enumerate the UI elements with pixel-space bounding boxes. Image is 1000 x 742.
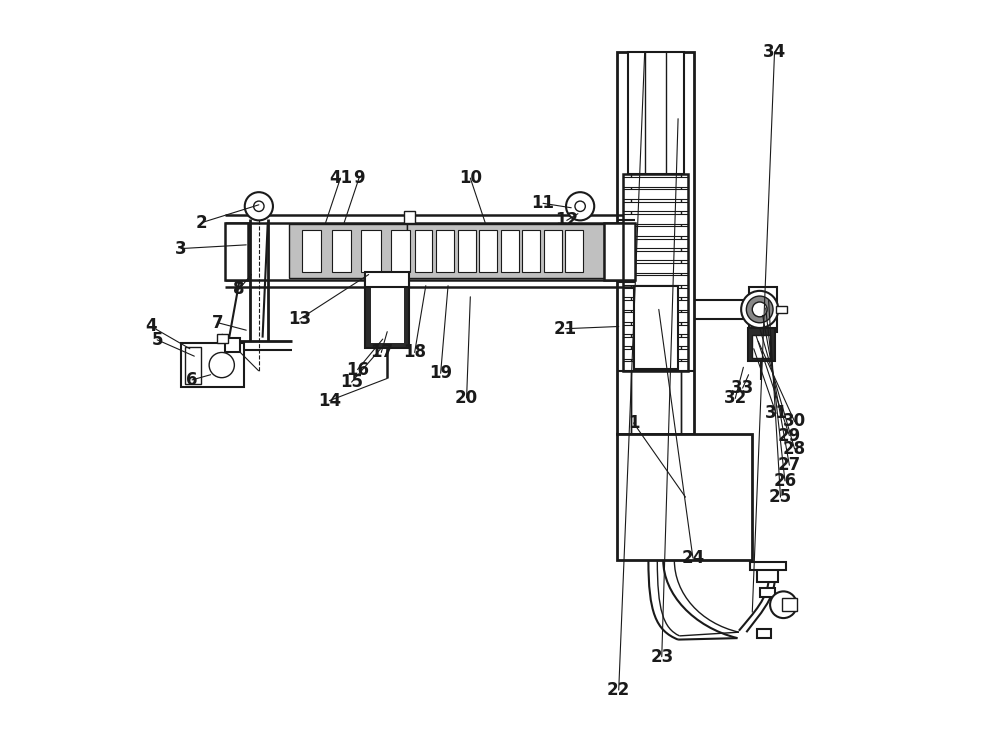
Text: 3: 3 bbox=[175, 240, 187, 257]
Bar bbox=[623, 324, 688, 334]
Bar bbox=[332, 230, 351, 272]
Bar bbox=[617, 52, 694, 434]
Bar bbox=[217, 334, 228, 343]
Text: 1: 1 bbox=[628, 414, 639, 432]
Bar bbox=[757, 629, 771, 638]
Text: 30: 30 bbox=[783, 413, 806, 430]
Bar bbox=[365, 280, 409, 348]
Text: 22: 22 bbox=[607, 681, 630, 699]
Text: 12: 12 bbox=[555, 211, 578, 229]
Bar bbox=[752, 335, 770, 358]
Circle shape bbox=[770, 591, 797, 618]
Circle shape bbox=[254, 201, 264, 211]
Bar bbox=[371, 280, 404, 343]
Bar bbox=[604, 223, 635, 280]
Text: 33: 33 bbox=[731, 379, 754, 397]
Bar bbox=[623, 189, 688, 199]
Bar bbox=[748, 328, 775, 361]
Bar bbox=[522, 230, 540, 272]
Text: 13: 13 bbox=[288, 310, 311, 328]
Text: 6: 6 bbox=[186, 371, 198, 389]
Text: 19: 19 bbox=[429, 364, 452, 382]
Text: 8: 8 bbox=[233, 280, 245, 298]
Circle shape bbox=[245, 192, 273, 220]
Bar bbox=[365, 272, 409, 287]
Text: 23: 23 bbox=[650, 648, 673, 666]
Bar bbox=[407, 224, 604, 278]
Text: 17: 17 bbox=[370, 344, 393, 361]
Bar bbox=[415, 230, 432, 272]
Text: 4: 4 bbox=[145, 318, 157, 335]
Text: 16: 16 bbox=[346, 361, 369, 378]
Text: 34: 34 bbox=[763, 43, 786, 61]
Bar bbox=[760, 588, 775, 597]
Bar bbox=[565, 230, 583, 272]
Text: 5: 5 bbox=[151, 331, 163, 349]
Bar bbox=[623, 177, 688, 187]
Bar bbox=[391, 230, 410, 272]
Bar bbox=[289, 224, 407, 278]
Bar bbox=[185, 347, 201, 384]
Bar bbox=[302, 230, 321, 272]
Bar bbox=[623, 275, 688, 285]
Text: 7: 7 bbox=[212, 314, 224, 332]
Bar bbox=[623, 174, 688, 371]
Bar bbox=[361, 230, 381, 272]
Text: 9: 9 bbox=[353, 169, 365, 187]
Text: 20: 20 bbox=[455, 389, 478, 407]
Bar bbox=[628, 52, 684, 174]
Text: 31: 31 bbox=[764, 404, 788, 422]
Text: 29: 29 bbox=[778, 427, 801, 444]
Bar bbox=[623, 361, 688, 371]
Bar bbox=[623, 337, 688, 347]
Circle shape bbox=[566, 192, 594, 220]
Bar bbox=[623, 288, 688, 298]
Text: 41: 41 bbox=[329, 169, 352, 187]
Bar bbox=[623, 202, 688, 211]
Text: 28: 28 bbox=[783, 440, 806, 458]
Circle shape bbox=[746, 296, 773, 323]
Bar bbox=[623, 238, 688, 248]
Bar bbox=[181, 343, 244, 387]
Bar bbox=[623, 226, 688, 236]
Bar bbox=[436, 230, 454, 272]
Circle shape bbox=[575, 201, 585, 211]
Text: 24: 24 bbox=[681, 549, 705, 567]
Text: 15: 15 bbox=[340, 373, 363, 391]
Bar bbox=[623, 349, 688, 358]
Bar bbox=[623, 312, 688, 322]
Circle shape bbox=[741, 291, 778, 328]
Bar bbox=[501, 230, 519, 272]
Bar bbox=[617, 434, 752, 560]
Bar bbox=[623, 251, 688, 260]
Bar bbox=[776, 306, 787, 313]
Bar bbox=[623, 214, 688, 223]
Text: 32: 32 bbox=[724, 390, 747, 407]
Text: 26: 26 bbox=[773, 472, 796, 490]
Bar bbox=[749, 287, 777, 332]
Text: 25: 25 bbox=[769, 488, 792, 506]
Text: 18: 18 bbox=[403, 344, 426, 361]
Text: 2: 2 bbox=[196, 214, 208, 232]
Bar bbox=[623, 263, 688, 272]
Text: 11: 11 bbox=[532, 194, 555, 212]
Bar bbox=[225, 223, 248, 280]
Bar bbox=[782, 598, 797, 611]
Circle shape bbox=[752, 302, 767, 317]
Bar bbox=[623, 300, 688, 309]
Text: 27: 27 bbox=[778, 456, 801, 474]
Bar bbox=[404, 211, 415, 223]
Text: 14: 14 bbox=[318, 392, 341, 410]
Bar bbox=[757, 568, 778, 582]
Bar bbox=[225, 338, 240, 352]
Bar bbox=[479, 230, 497, 272]
Bar bbox=[750, 562, 786, 570]
Bar bbox=[544, 230, 562, 272]
Text: 21: 21 bbox=[554, 320, 577, 338]
Bar bbox=[634, 286, 678, 369]
Bar bbox=[458, 230, 476, 272]
Circle shape bbox=[209, 352, 234, 378]
Text: 10: 10 bbox=[459, 169, 482, 187]
